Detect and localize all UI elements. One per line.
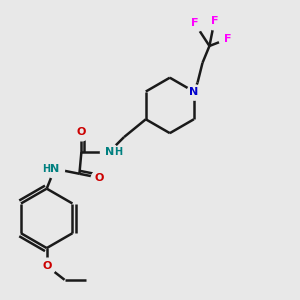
Text: F: F — [191, 18, 198, 28]
Text: N: N — [50, 164, 59, 174]
Text: N: N — [189, 86, 199, 97]
Text: F: F — [224, 34, 231, 44]
Text: H: H — [114, 147, 122, 157]
Text: O: O — [42, 261, 51, 271]
Text: H: H — [42, 164, 50, 174]
Text: F: F — [211, 16, 218, 26]
Text: O: O — [77, 127, 86, 137]
Text: N: N — [104, 147, 114, 157]
Text: O: O — [94, 173, 104, 183]
